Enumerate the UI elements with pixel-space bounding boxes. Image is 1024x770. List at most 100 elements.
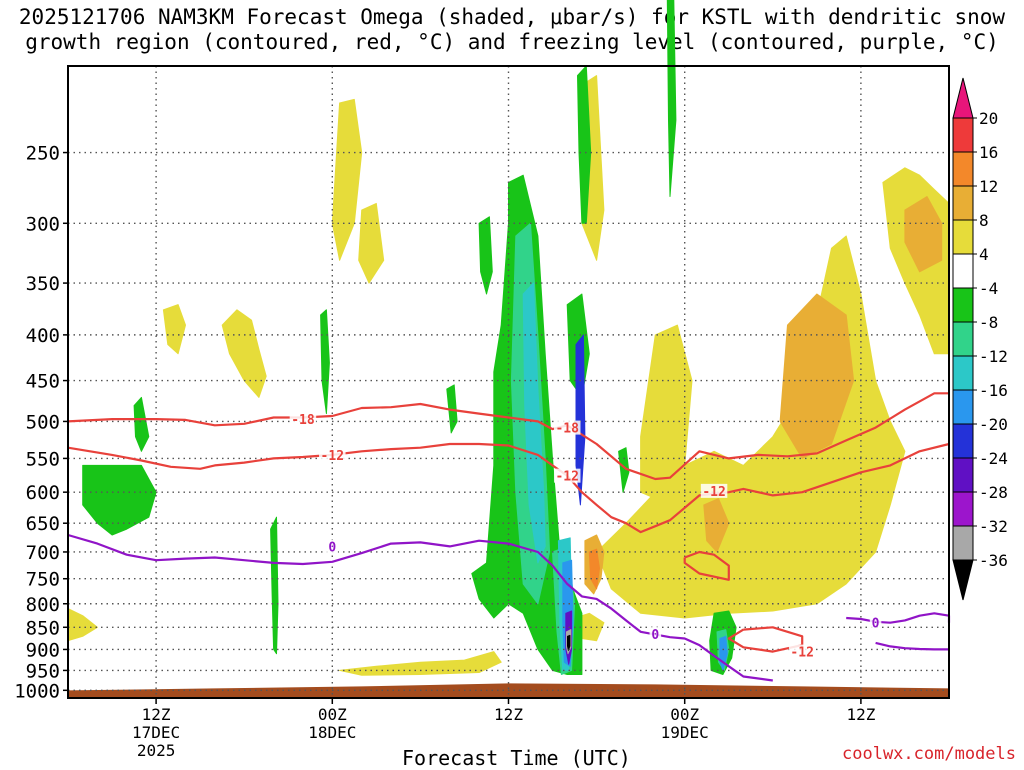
omega-region-35 [575,334,586,506]
contour-line-0 [67,392,949,481]
xtick-label-42-0: 00Z [670,705,699,724]
xtick-label-42-1: 19DEC [661,723,709,742]
contour-label-bg-5-0 [869,615,882,630]
colorbar-segment-12 [952,491,974,527]
colorbar-segment-1 [952,117,974,153]
xtick-label-30-0: 12Z [494,705,523,724]
xtick-label-6-0: 12Z [142,705,171,724]
contour-line-2 [683,550,730,581]
omega-region-31 [522,282,546,564]
colorbar-label-7: -12 [979,347,1008,366]
contour-label-bg-3-0 [788,644,816,659]
colorbar-label-11: -28 [979,483,1008,502]
xtick-label-6-1: 17DEC [132,723,180,742]
colorbar-label-3: 8 [979,211,989,230]
contour-label-bg-1-2 [700,483,728,498]
omega-region-16 [82,464,157,536]
colorbar-top-arrow [952,77,974,119]
xtick-label-18-1: 18DEC [308,723,356,742]
omega-region-12 [904,196,943,273]
contour-label-bg-0-0 [289,412,317,427]
colorbar-segment-6 [952,287,974,323]
colorbar-label-12: -32 [979,517,1008,536]
ytick-label-750: 750 [26,569,60,591]
contour-label-bg-1-1 [553,468,581,483]
contour-label-0-1: -18 [555,422,579,437]
contour-line-3 [727,626,804,653]
ytick-label-300: 300 [26,213,60,235]
omega-region-5 [339,651,502,676]
colorbar-label-8: -16 [979,381,1008,400]
ytick-label-800: 800 [26,594,60,616]
colorbar-segment-5 [952,253,974,289]
colorbar-segment-9 [952,389,974,425]
contour-layer: -18 -18 -12 -12 -12 -12 0 0 0 [67,392,951,682]
colorbar-segment-7 [952,321,974,357]
omega-region-38 [567,634,571,651]
colorbar-segment-8 [952,355,974,391]
omega-region-26 [666,0,677,197]
contour-label-bg-1-0 [319,447,346,462]
xtick-label-18-0: 00Z [318,705,347,724]
ytick-label-400: 400 [26,325,60,347]
colorbar-label-0: 20 [979,109,998,128]
ytick-label-550: 550 [26,448,60,470]
omega-region-21 [478,216,493,295]
ytick-label-350: 350 [26,273,60,295]
omega-shading-layer [67,0,950,676]
contour-line-5 [846,612,951,624]
omega-region-25 [618,447,630,493]
colorbar-label-2: 12 [979,177,998,196]
colorbar-segment-2 [952,151,974,187]
omega-region-1 [221,309,267,398]
colorbar-label-6: -8 [979,313,998,332]
contour-label-3-0: -12 [790,646,813,661]
omega-region-2 [162,304,186,355]
grid-layer [68,66,949,698]
contour-label-1-2: -12 [702,485,725,500]
colorbar-segment-3 [952,185,974,221]
colorbar-label-9: -20 [979,415,1008,434]
contour-label-4-0: 0 [328,540,336,555]
contour-label-5-0: 0 [872,617,880,632]
chart-title-line-1: 2025121706 NAM3KM Forecast Omega (shaded… [18,5,1006,29]
omega-region-17 [133,396,150,452]
colorbar-segment-4 [952,219,974,255]
contour-label-1-0: -12 [321,449,344,464]
credit-text[interactable]: coolwx.com/models [842,744,1016,764]
colorbar-bottom-arrow [952,559,974,601]
contour-label-0-0: -18 [291,413,315,428]
colorbar-label-5: -4 [979,279,998,298]
contour-label-bg-0-1 [553,420,581,435]
colorbar-label-1: 16 [979,143,998,162]
ytick-label-500: 500 [26,411,60,433]
y-axis: 2503003504004505005506006507007508008509… [14,143,68,702]
ytick-label-600: 600 [26,482,60,504]
ytick-label-900: 900 [26,639,60,661]
colorbar-segment-13 [952,525,974,561]
omega-region-19 [320,309,330,415]
omega-region-11 [779,293,855,459]
colorbar-label-4: 4 [979,245,989,264]
ytick-label-850: 850 [26,617,60,639]
colorbar-segment-11 [952,457,974,493]
ytick-label-450: 450 [26,371,60,393]
contour-label-4-1: 0 [651,628,659,643]
omega-region-13 [703,498,730,553]
ytick-label-1000: 1000 [14,680,60,702]
x-axis-label: Forecast Time (UTC) [402,746,631,770]
chart-title-line-2: growth region (contoured, red, °C) and f… [25,30,999,54]
contour-line-6 [875,641,949,651]
ytick-label-700: 700 [26,542,60,564]
ytick-label-950: 950 [26,660,60,682]
contour-label-bg-4-1 [649,627,662,642]
contour-label-1-1: -12 [555,470,578,485]
ytick-label-650: 650 [26,513,60,535]
contour-line-4 [67,533,773,682]
colorbar-label-13: -36 [979,551,1008,570]
contour-label-bg-4-0 [326,539,339,554]
colorbar-label-10: -24 [979,449,1008,468]
colorbar: 20 16 12 8 4 -4 -8 -12 -16 -20 -24 -28 -32 -36 [952,77,1008,601]
